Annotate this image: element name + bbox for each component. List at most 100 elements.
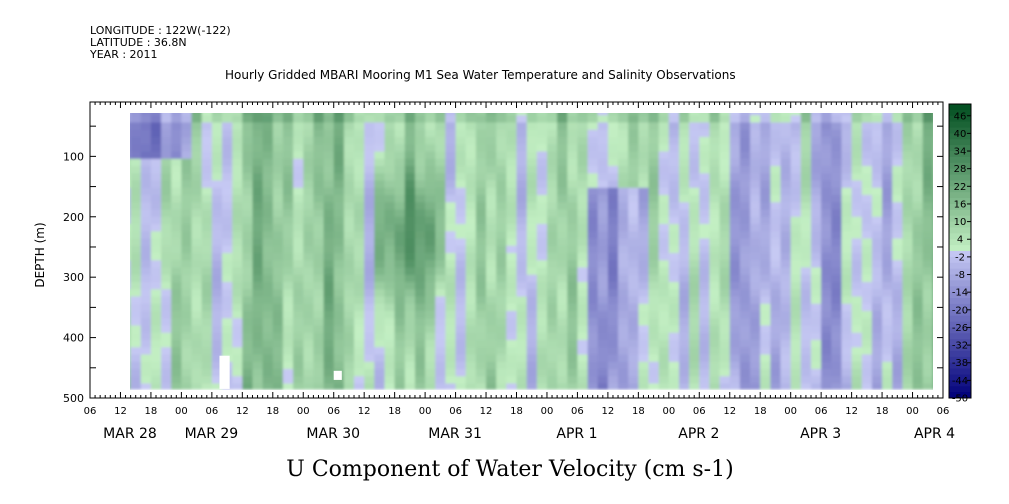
heatmap-cell	[364, 180, 375, 189]
heatmap-cell	[882, 224, 893, 232]
heatmap-cell	[729, 173, 741, 182]
heatmap-cell	[262, 158, 274, 167]
heatmap-cell	[252, 115, 264, 124]
heatmap-cell	[861, 231, 873, 240]
heatmap-cell	[536, 318, 548, 327]
heatmap-cell	[293, 376, 304, 385]
heatmap-cell	[648, 347, 660, 356]
heatmap-cell	[282, 195, 294, 203]
heatmap-cell	[161, 231, 172, 240]
heatmap-cell	[222, 166, 233, 174]
heatmap-cell	[882, 311, 893, 319]
heatmap-cell	[201, 115, 213, 124]
heatmap-cell	[343, 332, 355, 341]
heatmap-cell	[425, 376, 436, 385]
heatmap-cell	[932, 253, 933, 261]
heatmap-cell	[486, 113, 497, 116]
heatmap-cell	[343, 340, 355, 348]
colorbar-swatch	[949, 368, 971, 375]
heatmap-cell	[293, 202, 304, 211]
heatmap-cell	[475, 173, 487, 182]
heatmap-cell	[404, 151, 416, 160]
heatmap-cell	[262, 202, 274, 211]
heatmap-cell	[486, 347, 497, 356]
heatmap-cell	[252, 253, 264, 261]
heatmap-cell	[506, 238, 518, 247]
heatmap-cell	[547, 173, 558, 182]
heatmap-cell	[699, 144, 711, 153]
heatmap-cell	[313, 376, 325, 385]
heatmap-cell	[689, 216, 700, 225]
heatmap-cell	[811, 158, 822, 167]
heatmap-cell	[222, 253, 233, 261]
y-tick-label: 500	[63, 392, 84, 405]
heatmap-cell	[465, 253, 477, 261]
colorbar-swatch	[949, 327, 971, 334]
heatmap-cell	[394, 260, 406, 269]
heatmap-cell	[506, 369, 518, 377]
heatmap-cell	[912, 361, 924, 370]
heatmap-cell	[222, 318, 233, 327]
heatmap-cell	[303, 325, 315, 334]
heatmap-cell	[932, 216, 933, 225]
heatmap-cell	[415, 216, 426, 225]
heatmap-cell	[232, 195, 243, 203]
heatmap-cell	[628, 253, 639, 261]
heatmap-cell	[140, 166, 152, 174]
heatmap-cell	[242, 354, 254, 363]
heatmap-cell	[577, 115, 589, 124]
heatmap-cell	[618, 231, 629, 240]
heatmap-cell	[800, 347, 812, 356]
heatmap-cell	[343, 311, 355, 319]
heatmap-cell	[171, 137, 182, 145]
heatmap-cell	[861, 129, 873, 138]
heatmap-cell	[242, 122, 254, 131]
heatmap-cell	[323, 340, 335, 348]
heatmap-cell	[465, 115, 477, 124]
heatmap-cell	[404, 245, 416, 254]
heatmap-cell	[465, 180, 477, 189]
heatmap-cell	[191, 113, 203, 116]
heatmap-cell	[465, 318, 477, 327]
heatmap-cell	[130, 274, 142, 283]
heatmap-cell	[374, 216, 386, 225]
heatmap-cell	[658, 122, 670, 131]
heatmap-cell	[770, 282, 782, 290]
heatmap-cell	[211, 253, 223, 261]
heatmap-cell	[354, 303, 365, 312]
heatmap-cell	[262, 122, 274, 131]
heatmap-cell	[394, 332, 406, 341]
heatmap-cell	[557, 166, 568, 174]
heatmap-cell	[303, 369, 315, 377]
heatmap-cell	[272, 267, 284, 276]
heatmap-cell	[262, 238, 274, 247]
heatmap-cell	[435, 245, 447, 254]
heatmap-cell	[445, 267, 457, 276]
heatmap-cell	[232, 238, 243, 247]
heatmap-cell	[242, 144, 254, 153]
heatmap-cell	[211, 318, 223, 327]
heatmap-cell	[800, 151, 812, 160]
heatmap-cell	[242, 383, 254, 390]
heatmap-cell	[679, 238, 690, 247]
heatmap-cell	[607, 347, 619, 356]
heatmap-cell	[750, 209, 761, 218]
heatmap-cell	[739, 144, 751, 153]
heatmap-cell	[516, 354, 528, 363]
heatmap-cell	[851, 144, 863, 153]
heatmap-cell	[323, 253, 335, 261]
heatmap-cell	[719, 376, 731, 385]
heatmap-cell	[689, 195, 700, 203]
heatmap-cell	[506, 158, 518, 167]
heatmap-cell	[699, 260, 711, 269]
heatmap-cell	[770, 129, 782, 138]
heatmap-cell	[882, 318, 893, 327]
heatmap-cell	[811, 361, 822, 370]
heatmap-cell	[932, 122, 933, 131]
heatmap-cell	[150, 158, 162, 167]
heatmap-cell	[435, 332, 447, 341]
heatmap-cell	[211, 238, 223, 247]
heatmap-cell	[415, 231, 426, 240]
heatmap-cell	[171, 209, 182, 218]
heatmap-cell	[922, 137, 933, 145]
